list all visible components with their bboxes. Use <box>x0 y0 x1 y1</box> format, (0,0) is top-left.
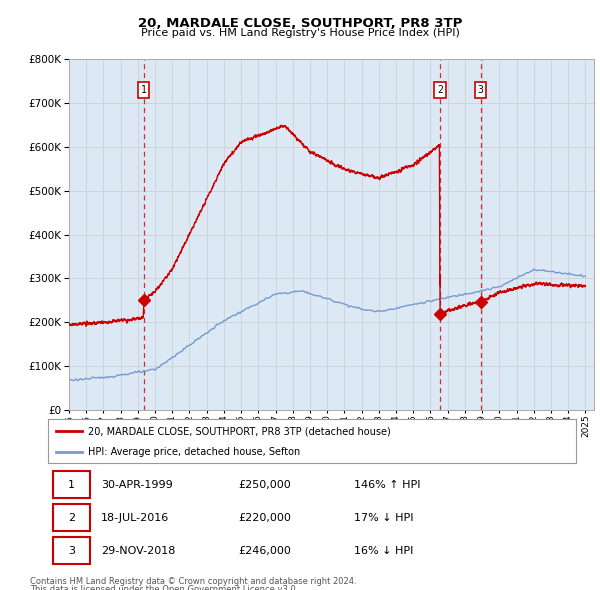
Text: Contains HM Land Registry data © Crown copyright and database right 2024.: Contains HM Land Registry data © Crown c… <box>30 577 356 586</box>
Text: 1: 1 <box>140 85 146 95</box>
Text: £250,000: £250,000 <box>238 480 291 490</box>
Text: 30-APR-1999: 30-APR-1999 <box>101 480 173 490</box>
FancyBboxPatch shape <box>53 537 90 564</box>
Text: 2: 2 <box>68 513 76 523</box>
Text: £220,000: £220,000 <box>238 513 291 523</box>
Text: 16% ↓ HPI: 16% ↓ HPI <box>354 546 413 556</box>
Text: 3: 3 <box>478 85 484 95</box>
Text: 18-JUL-2016: 18-JUL-2016 <box>101 513 169 523</box>
Text: Price paid vs. HM Land Registry's House Price Index (HPI): Price paid vs. HM Land Registry's House … <box>140 28 460 38</box>
Text: This data is licensed under the Open Government Licence v3.0.: This data is licensed under the Open Gov… <box>30 585 298 590</box>
Text: 2: 2 <box>437 85 443 95</box>
Text: £246,000: £246,000 <box>238 546 291 556</box>
Text: 17% ↓ HPI: 17% ↓ HPI <box>354 513 414 523</box>
Text: HPI: Average price, detached house, Sefton: HPI: Average price, detached house, Seft… <box>88 447 300 457</box>
Text: 29-NOV-2018: 29-NOV-2018 <box>101 546 175 556</box>
Text: 146% ↑ HPI: 146% ↑ HPI <box>354 480 421 490</box>
Text: 20, MARDALE CLOSE, SOUTHPORT, PR8 3TP: 20, MARDALE CLOSE, SOUTHPORT, PR8 3TP <box>138 17 462 30</box>
Text: 1: 1 <box>68 480 75 490</box>
FancyBboxPatch shape <box>53 471 90 498</box>
Text: 20, MARDALE CLOSE, SOUTHPORT, PR8 3TP (detached house): 20, MARDALE CLOSE, SOUTHPORT, PR8 3TP (d… <box>88 427 391 436</box>
Text: 3: 3 <box>68 546 75 556</box>
FancyBboxPatch shape <box>53 504 90 531</box>
